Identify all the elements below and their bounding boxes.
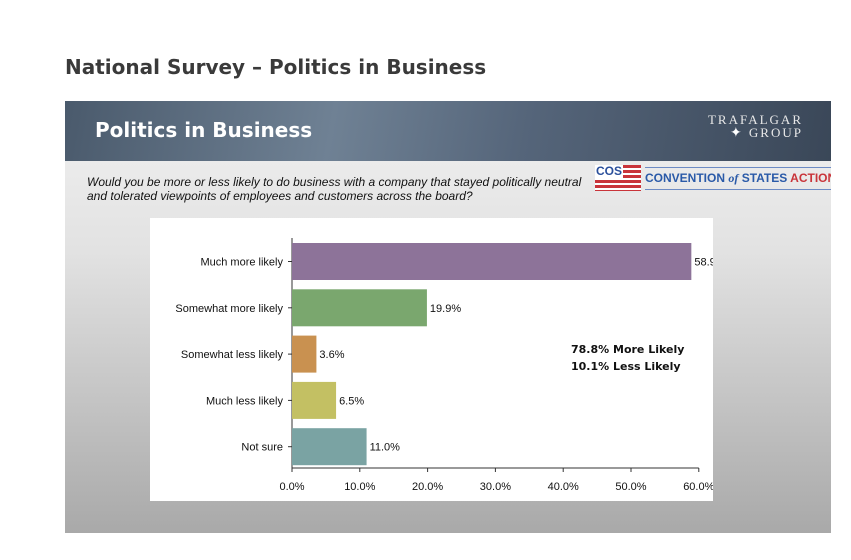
cos-wordmark: CONVENTION of STATES ACTION: [645, 166, 831, 190]
bar-4: [292, 428, 367, 466]
survey-question: Would you be more or less likely to do b…: [87, 175, 582, 203]
chart-panel: Much more likely 58.9% Somewhat more likel…: [150, 218, 726, 501]
summary-box: 78.8% More Likely 10.1% Less Likely: [571, 341, 684, 375]
category-label-0: Much more likely: [200, 257, 283, 269]
cos-action-logo: COS CONVENTION of STATES ACTION: [595, 165, 831, 191]
bar-3: [292, 381, 337, 419]
category-label-3: Much less likely: [206, 395, 284, 407]
cos-word-convention: CONVENTION: [645, 170, 726, 185]
bar-1: [292, 289, 427, 327]
x-tick-label-2: 20.0%: [412, 481, 443, 493]
page-title: National Survey – Politics in Business: [65, 55, 487, 79]
category-label-2: Somewhat less likely: [181, 349, 284, 361]
summary-more-likely: 78.8% More Likely: [571, 343, 685, 356]
flag-icon: COS: [595, 165, 641, 191]
data-label-0: 58.9%: [694, 257, 713, 269]
bar-2: [292, 335, 317, 373]
x-tick-label-0: 0.0%: [279, 481, 304, 493]
data-label-4: 11.0%: [370, 442, 401, 454]
bar-0: [292, 243, 692, 280]
x-tick-label-3: 30.0%: [480, 481, 511, 493]
cos-word-of: of: [728, 170, 739, 185]
data-label-2: 3.6%: [319, 349, 344, 361]
slide-title: Politics in Business: [95, 118, 313, 142]
x-tick-label-5: 50.0%: [615, 481, 646, 493]
logo-line-2: GROUP: [748, 125, 803, 140]
cos-word-action: ACTION: [790, 170, 831, 185]
category-label-4: Not sure: [241, 442, 283, 454]
compass-star-icon: ✦: [729, 126, 744, 141]
summary-less-likely: 10.1% Less Likely: [571, 360, 681, 373]
logo-line-1: TRAFALGAR: [707, 112, 803, 127]
cos-word-states: STATES: [741, 170, 788, 185]
data-label-1: 19.9%: [430, 303, 461, 315]
bar-chart: Much more likely 58.9% Somewhat more likel…: [175, 238, 726, 493]
survey-slide: Politics in Business TRAFALGAR ✦ GROUP W…: [65, 101, 831, 533]
trafalgar-group-logo: TRAFALGAR ✦ GROUP: [707, 112, 803, 141]
data-label-3: 6.5%: [339, 395, 364, 407]
slide-banner: Politics in Business TRAFALGAR ✦ GROUP: [65, 101, 831, 161]
x-tick-label-6: 60.0%: [683, 481, 713, 493]
cos-badge: COS: [595, 164, 624, 178]
x-tick-label-4: 40.0%: [548, 481, 579, 493]
x-tick-label-1: 10.0%: [344, 481, 375, 493]
category-label-1: Somewhat more likely: [175, 303, 283, 315]
